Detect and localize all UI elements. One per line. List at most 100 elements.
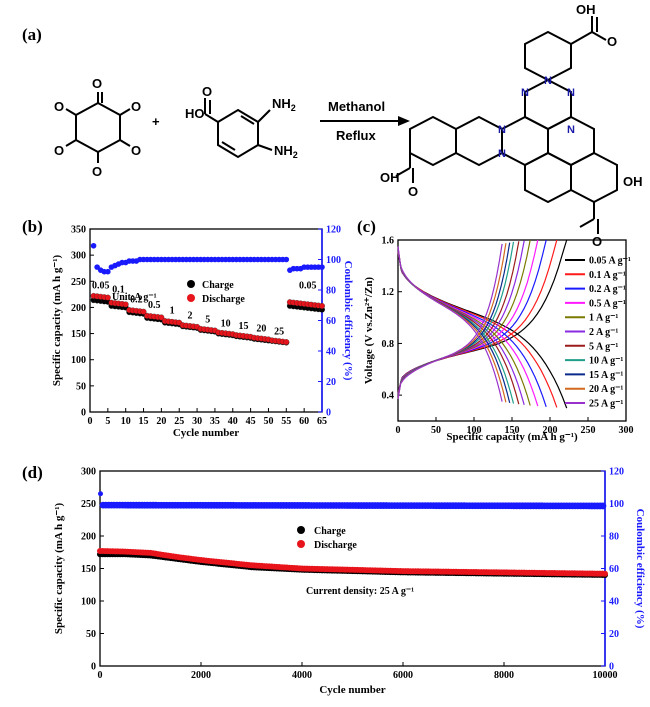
rhodizonic-acid-structure [65, 92, 131, 163]
chart-b-x-tick-label: 35 [210, 416, 220, 427]
chart-c-legend-label: 0.1 A g⁻¹ [589, 270, 626, 281]
chart-d-x-tick-label: 2000 [191, 670, 211, 681]
chart-b-y-tick-label: 50 [76, 381, 86, 392]
chart-b-legend-charge-marker [187, 280, 195, 288]
chart-b-x-axis-label: Cycle number [173, 427, 239, 439]
chart-b-y-axis-label: Specific capacity (mA h g⁻¹) [51, 255, 63, 387]
chart-b-y-tick-label: 200 [71, 303, 86, 314]
diaminobenzoic-acid-structure [204, 98, 273, 159]
atom-o-top: O [92, 76, 102, 91]
chart-b-ce-point [105, 268, 111, 275]
chart-b-ce-point [283, 256, 290, 263]
chart-b-y2-tick-label: 60 [326, 316, 336, 327]
chart-b-y2-tick-label: 80 [326, 286, 336, 297]
chart-c-discharge-curve [397, 246, 503, 402]
chart-b-x-tick-label: 30 [192, 416, 202, 427]
chart-c-x-tick-label: 100 [467, 425, 482, 436]
atom-o-acid: O [202, 84, 212, 99]
chart-b-y-tick-label: 150 [71, 329, 86, 340]
chart-c-legend-label: 25 A g⁻¹ [589, 399, 623, 410]
panel-b-label: (b) [22, 217, 43, 236]
plus-sign: + [152, 114, 160, 129]
chart-d-x-tick-label: 0 [98, 670, 103, 681]
chart-c-legend-label: 2 A g⁻¹ [589, 327, 618, 338]
chart-b-discharge-point [122, 301, 129, 308]
product-o-left: O [408, 184, 418, 199]
atom-nh2-top: NH2 [272, 96, 296, 113]
chart-d-ce-point [599, 502, 607, 510]
chart-c-x-tick-label: 200 [543, 425, 558, 436]
chart-d-legend-charge-marker [297, 526, 305, 534]
chart-d-y-tick-label: 150 [81, 564, 96, 575]
chart-c: 0 50 100 150 200 250 300 0.4 0.8 1.2 1.6 0.05 A g⁻¹… [363, 236, 634, 444]
chart-d-y-tick-label: 300 [81, 467, 96, 478]
atom-o-upper-right: O [131, 99, 141, 114]
chart-d-discharge-point [602, 570, 608, 577]
chart-b-x-tick-label: 0 [88, 416, 93, 427]
product-oh-top: OH [576, 2, 596, 17]
panel-d-label: (d) [22, 463, 43, 482]
chart-d-y-tick-label: 250 [81, 499, 96, 510]
chart-b-rate-label: 20 [256, 324, 266, 335]
chart-c-legend-label: 15 A g⁻¹ [589, 370, 623, 381]
chart-c-x-axis-label: Specific capacity (mA h g⁻¹) [446, 431, 578, 443]
chart-b-x-tick-label: 55 [281, 416, 291, 427]
chart-b-x-tick-label: 60 [299, 416, 309, 427]
chart-c-y-tick-label: 1.2 [382, 287, 395, 298]
chart-b-y2-tick-label: 120 [326, 225, 341, 236]
chart-d-y-tick-label: 200 [81, 532, 96, 543]
chart-b-legend-charge-label: Charge [202, 280, 234, 291]
chart-c-legend-label: 0.2 A g⁻¹ [589, 284, 626, 295]
chart-b-y-tick-label: 0 [81, 408, 86, 419]
chart-d-y2-tick-label: 20 [609, 629, 619, 640]
chart-b-y2-tick-label: 20 [326, 377, 336, 388]
chart-d-y-axis-label: Specific capacity (mA h g⁻¹) [53, 503, 65, 635]
chart-b-discharge-point [104, 294, 111, 301]
chart-d-y2-tick-label: 60 [609, 564, 619, 575]
chart-d-y2-tick-label: 80 [609, 532, 619, 543]
chart-c-legend-label: 5 A g⁻¹ [589, 341, 618, 352]
chart-d-x-axis-label: Cycle number [319, 684, 385, 696]
chart-d-annotation: Current density: 25 A g⁻¹ [306, 586, 414, 597]
chart-b-y-tick-label: 250 [71, 277, 86, 288]
reaction-condition-methanol: Methanol [328, 99, 385, 114]
chart-b-x-tick-label: 45 [246, 416, 256, 427]
reaction-arrow-head [398, 116, 410, 126]
atom-n-4: N [498, 124, 506, 136]
chart-b-x-tick-label: 50 [263, 416, 273, 427]
atom-o-lower-right: O [131, 143, 141, 158]
chart-b-y-tick-label: 100 [71, 355, 86, 366]
chart-b-rate-label: 2 [187, 311, 192, 322]
atom-n-2: N [567, 87, 575, 99]
chart-b-rate-label: 0.5 [148, 300, 161, 311]
chart-b-legend-discharge-marker [187, 294, 195, 302]
panel-c-label: (c) [357, 217, 376, 236]
chart-b-rate-label: 1 [170, 305, 175, 316]
chart-c-legend-label: 20 A g⁻¹ [589, 384, 623, 395]
chart-b-rate-label: 0.1 [112, 284, 125, 295]
chart-d-x-tick-label: 10000 [593, 670, 618, 681]
atom-o-bottom: O [92, 164, 102, 179]
chart-c-x-tick-label: 0 [396, 425, 401, 436]
chart-b-y-tick-label: 300 [71, 251, 86, 262]
chart-d-legend-discharge-marker [297, 540, 305, 548]
chart-b-ce-point [90, 242, 97, 249]
chart-b-rate-label: 0.05 [92, 280, 110, 291]
chart-d-y2-tick-label: 100 [609, 499, 624, 510]
chart-b-discharge-point [158, 314, 165, 321]
atom-n-5: N [498, 148, 506, 160]
atom-n-3: N [521, 87, 529, 99]
chart-b-x-tick-label: 20 [156, 416, 166, 427]
chart-b-rate-label: 10 [221, 318, 231, 329]
chart-c-legend-label: 10 A g⁻¹ [589, 356, 623, 367]
chart-b-rate-label: 25 [274, 326, 284, 337]
chart-b-discharge-point [319, 303, 325, 309]
chart-c-charge-curve [397, 243, 503, 400]
chart-c-legend-label: 1 A g⁻¹ [589, 313, 618, 324]
chart-b-discharge-point [140, 308, 147, 315]
chart-b-y2-tick-label: 40 [326, 347, 336, 358]
chart-b-rate-label: 15 [238, 321, 248, 332]
atom-n-1: N [544, 75, 552, 87]
atom-n-6: N [567, 124, 575, 136]
chart-b-rate-label: 0.05 [299, 280, 317, 291]
